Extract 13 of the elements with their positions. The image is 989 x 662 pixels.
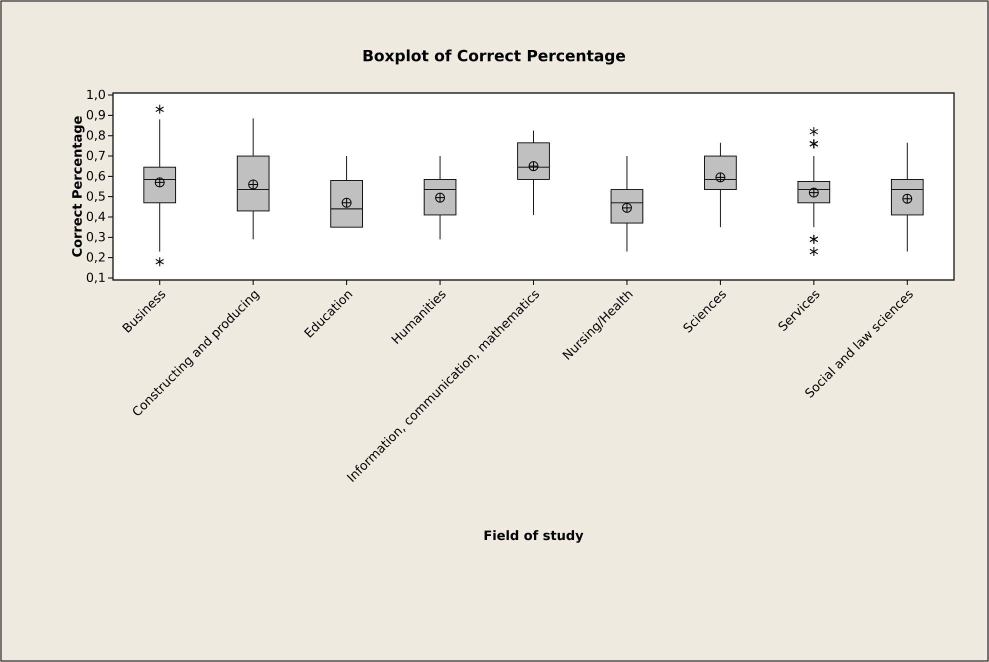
y-tick-label: 0,1 bbox=[86, 272, 105, 284]
y-tick-label: 0,7 bbox=[86, 150, 105, 162]
y-tick-label: 0,5 bbox=[86, 191, 105, 202]
y-tick-label: 1,0 bbox=[87, 90, 105, 100]
y-tick-label: 0,9 bbox=[86, 110, 105, 121]
y-tick-label: 0,6 bbox=[86, 170, 106, 182]
y-tick-label: 0,4 bbox=[86, 212, 106, 222]
y-tick-label: 0,8 bbox=[86, 130, 105, 142]
chart-title: Boxplot of Correct Percentage bbox=[364, 49, 626, 65]
x-axis-title: Field of study bbox=[484, 530, 584, 543]
y-tick-label: 0,2 bbox=[86, 252, 105, 263]
y-tick-label: 0,3 bbox=[86, 232, 105, 243]
y-axis-title: Correct Percentage bbox=[72, 116, 84, 257]
